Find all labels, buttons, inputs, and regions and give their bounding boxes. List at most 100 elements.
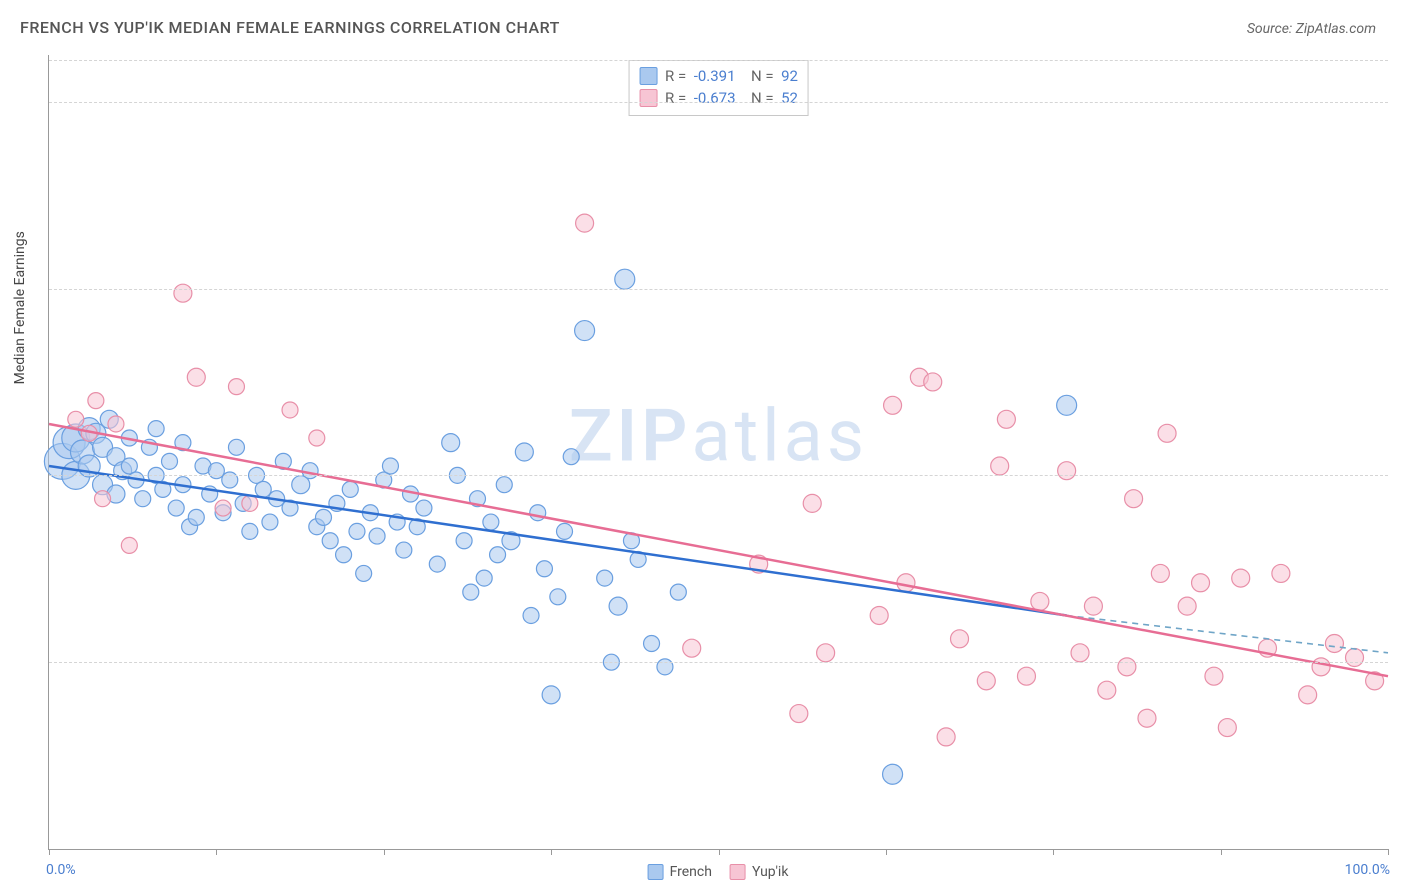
data-point — [162, 453, 178, 469]
x-tick — [384, 849, 385, 855]
data-point — [1346, 649, 1364, 667]
data-point — [121, 537, 137, 553]
data-point — [108, 416, 124, 432]
gridline — [49, 475, 1388, 476]
x-tick — [719, 849, 720, 855]
data-point — [396, 542, 412, 558]
data-point — [557, 523, 573, 539]
x-tick — [49, 849, 50, 855]
legend-item: French — [648, 864, 712, 880]
data-point — [255, 481, 271, 497]
data-point — [309, 430, 325, 446]
stats-legend-box: R = -0.391 N = 92 R = -0.673 N = 52 — [628, 60, 809, 116]
data-point — [576, 214, 594, 232]
y-tick-label: $80,000 — [1393, 94, 1406, 110]
data-point — [1084, 597, 1102, 615]
data-point — [416, 500, 432, 516]
legend-swatch — [639, 89, 657, 107]
data-point — [429, 556, 445, 572]
stats-row: R = -0.391 N = 92 — [639, 65, 798, 87]
x-axis-min-label: 0.0% — [46, 862, 76, 878]
data-point — [1299, 686, 1317, 704]
data-point — [1118, 658, 1136, 676]
legend-swatch — [648, 864, 664, 880]
data-point — [1151, 564, 1169, 582]
data-point — [683, 639, 701, 657]
data-point — [349, 523, 365, 539]
data-point — [228, 379, 244, 395]
x-tick — [551, 849, 552, 855]
data-point — [997, 410, 1015, 428]
data-point — [644, 635, 660, 651]
x-tick — [216, 849, 217, 855]
data-point — [1312, 658, 1330, 676]
x-tick — [886, 849, 887, 855]
stat-r-label: R = -0.673 — [665, 89, 735, 107]
data-point — [883, 764, 903, 784]
data-point — [315, 509, 331, 525]
data-point — [542, 686, 560, 704]
data-point — [1158, 424, 1176, 442]
data-point — [536, 561, 552, 577]
data-point — [1058, 462, 1076, 480]
data-point — [187, 368, 205, 386]
data-point — [456, 533, 472, 549]
data-point — [1178, 597, 1196, 615]
data-point — [1031, 592, 1049, 610]
x-tick — [1221, 849, 1222, 855]
legend-label: French — [670, 864, 712, 880]
data-point — [1057, 395, 1077, 415]
data-point — [937, 728, 955, 746]
gridline — [49, 60, 1388, 61]
x-tick — [1388, 849, 1389, 855]
data-point — [790, 705, 808, 723]
x-tick — [1053, 849, 1054, 855]
data-point — [188, 509, 204, 525]
data-point — [597, 570, 613, 586]
data-point — [1098, 681, 1116, 699]
gridline — [49, 102, 1388, 103]
legend-item: Yup'ik — [730, 864, 788, 880]
data-point — [476, 570, 492, 586]
data-point — [382, 458, 398, 474]
data-point — [242, 495, 258, 511]
data-point — [1205, 667, 1223, 685]
gridline — [49, 662, 1388, 663]
chart-svg — [49, 55, 1388, 849]
data-point — [803, 494, 821, 512]
data-point — [356, 565, 372, 581]
chart-title: FRENCH VS YUP'IK MEDIAN FEMALE EARNINGS … — [20, 18, 560, 37]
data-point — [1138, 709, 1156, 727]
data-point — [322, 533, 338, 549]
data-point — [88, 393, 104, 409]
data-point — [262, 514, 278, 530]
data-point — [242, 523, 258, 539]
data-point — [523, 607, 539, 623]
data-point — [1325, 634, 1343, 652]
data-point — [609, 597, 627, 615]
legend-swatch — [639, 67, 657, 85]
stat-n-label: N = 52 — [744, 89, 798, 107]
data-point — [550, 589, 566, 605]
data-point — [215, 500, 231, 516]
data-point — [68, 411, 84, 427]
data-point — [1125, 490, 1143, 508]
stat-n-label: N = 92 — [744, 67, 798, 85]
data-point — [884, 396, 902, 414]
data-point — [174, 284, 192, 302]
data-point — [135, 491, 151, 507]
y-tick-label: $40,000 — [1393, 467, 1406, 483]
data-point — [1218, 719, 1236, 737]
plot-area: Median Female Earnings ZIPatlas R = -0.3… — [48, 55, 1388, 850]
data-point — [563, 449, 579, 465]
data-point — [490, 547, 506, 563]
data-point — [977, 672, 995, 690]
data-point — [817, 644, 835, 662]
x-axis-max-label: 100.0% — [1345, 862, 1390, 878]
data-point — [575, 321, 595, 341]
gridline — [49, 289, 1388, 290]
y-tick-label: $60,000 — [1393, 281, 1406, 297]
regression-line — [49, 424, 1388, 676]
data-point — [342, 481, 358, 497]
series-legend: French Yup'ik — [648, 864, 789, 880]
